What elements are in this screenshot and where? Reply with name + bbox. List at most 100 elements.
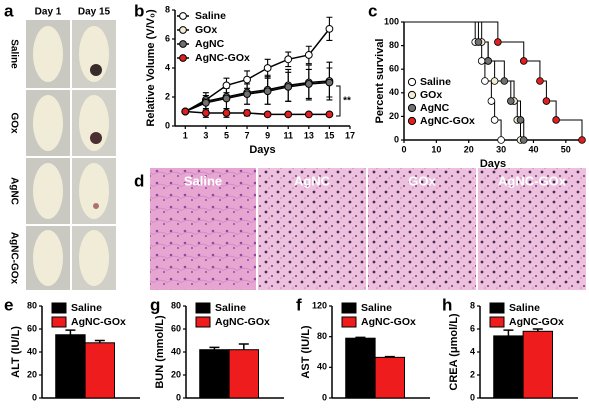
x-tick-label: 20 (464, 144, 474, 154)
marker (222, 94, 231, 103)
x-tick-label: 1 (183, 130, 188, 140)
marker (552, 116, 560, 124)
panel-label: d (134, 171, 144, 190)
legend-label: GOx (195, 24, 217, 36)
tumor (93, 203, 99, 209)
annotation: ** (343, 96, 351, 107)
marker (542, 97, 551, 105)
marker (263, 64, 272, 72)
y-tick-label: 0 (470, 392, 475, 402)
marker (304, 110, 313, 119)
marker (490, 77, 499, 85)
legend-swatch (195, 302, 211, 314)
panel-label: f (296, 295, 302, 314)
x-tick-label: 30 (496, 144, 506, 154)
marker (243, 75, 251, 84)
row-label: AgNC (8, 177, 19, 205)
y-tick-label: 40 (171, 346, 181, 356)
marker (325, 78, 334, 87)
survival-step (556, 119, 583, 140)
error-bar (65, 329, 76, 335)
y-tick-label: 20 (171, 369, 181, 379)
chart: e 0 20 40 60 80 ALT (IU/L) Saline AgNC-GOx (4, 295, 140, 402)
marker (481, 77, 489, 85)
y-tick-label: 0 (165, 120, 170, 130)
y-tick-label: 4 (165, 62, 170, 72)
x-tick-label: 0 (401, 144, 406, 154)
column-label: Day 1 (35, 7, 62, 18)
y-tick-label: 8 (470, 300, 475, 310)
x-tick-label: 17 (345, 130, 355, 140)
y-tick-label: 80 (389, 40, 399, 50)
y-tick-label: 80 (27, 300, 37, 310)
tumor (90, 132, 102, 144)
row-label: GOx (8, 112, 19, 134)
legend-swatch (51, 316, 67, 328)
marker (474, 38, 483, 46)
y-tick-label: 120 (312, 300, 327, 310)
chart: f 0 40 80 120 AST (IU/L) Saline AgNC-GOx (296, 295, 430, 402)
bar (199, 349, 230, 399)
x-tick-label: 11 (283, 130, 293, 140)
y-tick-label: 20 (27, 369, 37, 379)
histology-image (478, 168, 586, 290)
legend-label: AgNC-GOx (509, 316, 564, 328)
marker (222, 109, 231, 117)
image-title: GOx (408, 173, 436, 188)
legend-swatch (489, 302, 505, 314)
marker (519, 136, 528, 144)
tumor (90, 64, 102, 76)
marker (243, 109, 251, 117)
mouse (33, 163, 63, 219)
y-tick-label: 0 (394, 134, 399, 144)
y-tick-label: 60 (27, 323, 37, 333)
legend-label: Saline (71, 302, 102, 314)
marker (284, 55, 293, 64)
marker (519, 57, 528, 65)
survival-step (404, 21, 476, 43)
y-tick-label: 8 (165, 4, 170, 14)
legend-swatch (51, 302, 67, 314)
x-axis-label: Days (480, 158, 506, 170)
x-tick-label: 7 (245, 130, 250, 140)
marker (243, 90, 251, 98)
legend-label: AgNC-GOx (195, 52, 250, 64)
error-bar (503, 329, 514, 336)
marker (304, 51, 313, 59)
panel-label: b (134, 1, 144, 20)
y-tick-label: 40 (317, 362, 327, 372)
legend-label: AgNC (420, 102, 450, 114)
legend-label: AgNC (195, 38, 225, 50)
bar (493, 335, 524, 399)
column-label: Day 15 (78, 7, 111, 18)
legend-marker (179, 12, 187, 20)
bar (522, 330, 554, 399)
marker (484, 57, 492, 65)
image-title: AgNC-GOx (498, 173, 567, 188)
y-axis-label: Percent survival (374, 39, 386, 124)
marker (284, 110, 293, 119)
marker (284, 82, 293, 91)
panel-label: h (442, 295, 452, 314)
legend-swatch (341, 316, 357, 328)
histology-images (150, 168, 586, 290)
x-tick-label: 50 (561, 144, 571, 154)
legend-swatch (341, 302, 357, 314)
bar (84, 342, 116, 399)
histology-image (258, 168, 366, 290)
bar (345, 337, 376, 399)
x-axis-label: Days (249, 144, 275, 156)
y-axis-label: CREA (μmol/L) (448, 313, 460, 391)
marker (500, 77, 509, 85)
bar (374, 356, 406, 399)
y-tick-label: 0 (32, 392, 37, 402)
bar (228, 349, 260, 399)
y-axis-label: BUN (mmol/L) (154, 315, 166, 389)
image-title: Saline (184, 173, 222, 188)
y-axis-label: AST (IU/L) (300, 325, 312, 378)
mouse (33, 26, 63, 82)
marker (536, 77, 544, 85)
panel-label: a (4, 1, 14, 20)
legend-label: GOx (420, 89, 442, 101)
marker (494, 38, 502, 46)
